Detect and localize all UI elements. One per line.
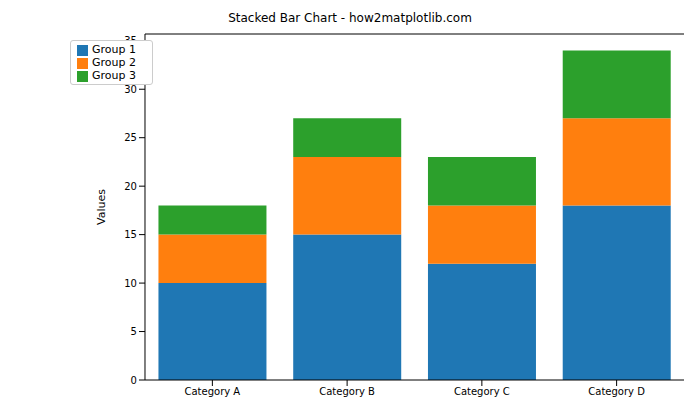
svg-text:0: 0 [131,375,137,386]
svg-text:25: 25 [124,132,137,143]
svg-text:35: 35 [124,35,137,46]
svg-text:Values: Values [95,189,108,225]
svg-text:Category A: Category A [185,386,241,397]
svg-text:Category C: Category C [454,386,510,397]
html-text:Stacked Bar Chart - how2matplo: Stacked Bar Chart - how2matplotlib.com [228,11,472,25]
html-text:Group 2: Group 2 [92,56,136,69]
svg-text:10: 10 [124,278,137,289]
svg-text:5: 5 [131,326,137,337]
svg-text:20: 20 [124,181,137,192]
html-text:Group 1: Group 1 [92,43,136,56]
svg-text:30: 30 [124,84,137,95]
svg-text:Category B: Category B [319,386,375,397]
html-text:Group 3: Group 3 [92,69,136,82]
svg-text:Category D: Category D [588,386,645,397]
svg-text:15: 15 [124,229,137,240]
